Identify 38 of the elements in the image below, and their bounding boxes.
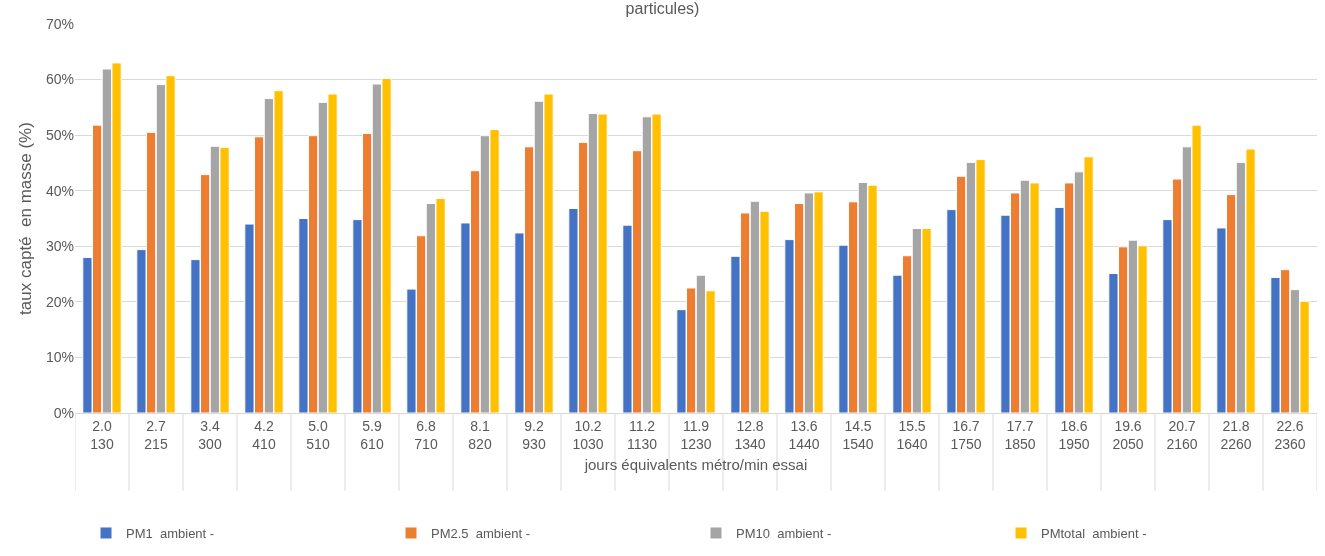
x-tick-label: 18.6 1950 xyxy=(1058,417,1090,452)
x-tick-label: 10.2 1030 xyxy=(572,417,604,452)
x-tick-label: 11.2 1130 xyxy=(626,417,658,452)
y-tick-label: 30% xyxy=(45,238,74,255)
x-tick-label: 2.0 130 xyxy=(90,417,114,452)
x-tick-label: 2.7 215 xyxy=(144,417,168,452)
y-tick-label: 50% xyxy=(45,127,74,144)
x-tick-label: 3.4 300 xyxy=(198,417,222,452)
legend-label: PM2.5 ambient - xyxy=(431,526,530,542)
x-tick-label: 5.0 510 xyxy=(306,417,330,452)
y-tick-label: 20% xyxy=(45,293,74,310)
x-axis-title: jours équivalents métro/min essai xyxy=(583,456,808,473)
x-tick-label: 9.2 930 xyxy=(522,417,546,452)
y-tick-label: 10% xyxy=(45,349,74,366)
x-tick-label: 16.7 1750 xyxy=(950,417,982,452)
x-tick-label: 12.8 1340 xyxy=(734,417,766,452)
x-tick-label: 4.2 410 xyxy=(252,417,276,452)
x-tick-label: 5.9 610 xyxy=(360,417,384,452)
x-tick-label: 22.6 2360 xyxy=(1274,417,1306,452)
legend-label: PM1 ambient - xyxy=(126,526,215,542)
x-tick-label: 21.8 2260 xyxy=(1220,417,1252,452)
legend-label: PM10 ambient - xyxy=(736,526,832,542)
x-tick-label: 8.1 820 xyxy=(468,417,492,452)
x-tick-label: 17.7 1850 xyxy=(1004,417,1036,452)
x-tick-label: 13.6 1440 xyxy=(788,417,820,452)
y-tick-label: 60% xyxy=(45,71,74,88)
y-tick-label: 0% xyxy=(53,404,74,421)
x-tick-label: 15.5 1640 xyxy=(896,417,928,452)
x-tick-label: 14.5 1540 xyxy=(842,417,874,452)
x-tick-label: 19.6 2050 xyxy=(1112,417,1144,452)
legend-label: PMtotal ambient - xyxy=(1041,526,1147,542)
y-tick-label: 40% xyxy=(45,182,74,199)
x-tick-label: 11.9 1230 xyxy=(680,417,712,452)
y-tick-label: 70% xyxy=(45,15,74,32)
x-tick-label: 20.7 2160 xyxy=(1166,417,1198,452)
y-axis-title: taux capté en masse (%) xyxy=(16,122,35,315)
x-tick-label: 6.8 710 xyxy=(414,417,438,452)
chart-title: particules) xyxy=(625,0,700,17)
